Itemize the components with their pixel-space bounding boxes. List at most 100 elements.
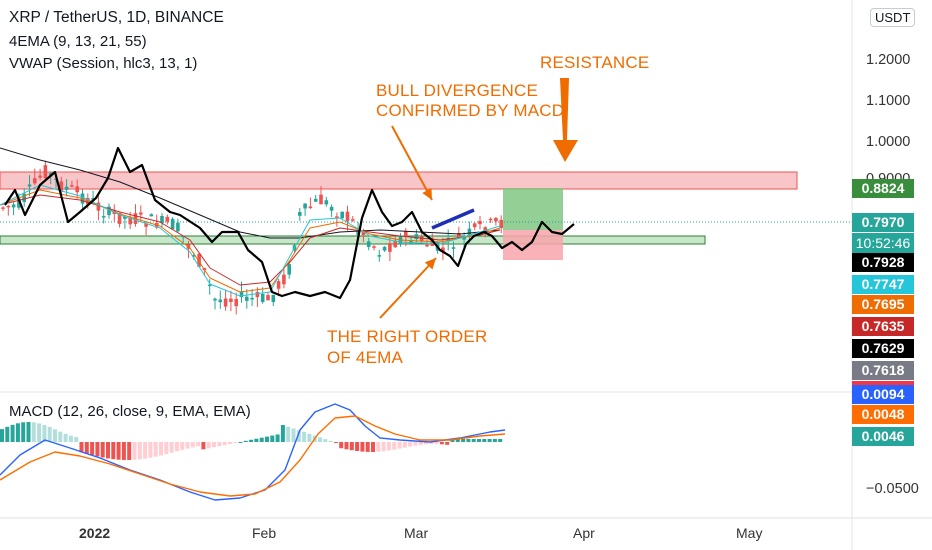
macd-histogram-bar [116,442,121,460]
macd-histogram-bar [318,437,322,442]
price-tag: 0.7970 [852,213,914,232]
stop-loss-box [503,230,563,260]
symbol-title[interactable]: XRP / TetherUS, 1D, BINANCE [9,9,224,26]
candle-body [298,212,302,216]
macd-histogram-bar [265,436,269,442]
candle-body [27,184,32,187]
macd-histogram-bar [386,442,391,451]
macd-histogram-bar [233,442,238,443]
candle-body [260,293,265,303]
price-tag: 0.7928 [852,253,914,272]
macd-histogram-bar [206,442,211,449]
macd-histogram-bar [249,439,254,442]
candle-body [229,298,233,302]
ema-indicator-label[interactable]: 4EMA (9, 13, 21, 55) [9,33,147,50]
price-tag: 0.7695 [852,295,914,314]
candle-body [245,296,249,301]
candle-body [213,298,217,301]
macd-histogram-bar [344,442,349,450]
macd-histogram-bar [482,439,487,442]
macd-histogram-bar [291,428,296,442]
macd-histogram-bar [74,437,79,442]
target-profit-box [503,188,563,230]
time-label-may: May [736,525,763,541]
macd-histogram-bar [450,439,455,442]
bull-divergence-annotation-line2: CONFIRMED BY MACD [376,101,565,120]
candle-body [366,241,371,247]
price-tag: 0.7629 [852,339,914,358]
macd-histogram-bar [53,429,57,442]
macd-histogram-bar [455,439,460,442]
macd-histogram-bar [164,442,169,455]
candle-body [160,215,164,224]
macd-histogram-bar [492,439,497,442]
macd-histogram-bar [408,442,413,447]
candle-body [197,253,201,267]
macd-histogram-bar [296,430,301,442]
macd-histogram-bar [159,442,163,456]
candle-body [91,198,95,200]
macd-histogram-bar [42,425,47,442]
macd-histogram-bar [222,442,227,446]
resistance-arrow [553,78,578,162]
candle-body [372,246,376,248]
macd-histogram-bar [429,442,434,445]
macd-histogram-bar [180,442,185,450]
candle-body [441,247,445,252]
macd-histogram-bar [106,442,110,459]
macd-histogram-bar [217,442,222,447]
macd-histogram-bar [471,439,476,442]
candle-body [467,228,472,236]
macd-histogram-bar [0,429,4,442]
ema9-line [0,184,501,297]
macd-histogram-bar [349,442,354,451]
macd-histogram-bar [79,442,84,453]
candle-body [33,178,37,184]
candle-body [382,246,387,251]
candle-body [282,274,286,285]
macd-histogram-bar [227,442,232,445]
macd-histogram-bar [148,442,153,458]
bar-countdown-timer: 10:52:46 [852,233,914,253]
resistance-annotation: RESISTANCE [540,53,650,72]
candle-body [361,230,366,236]
candle-body [165,216,170,222]
macd-histogram-bar [10,424,15,442]
macd-indicator-label[interactable]: MACD (12, 26, close, 9, EMA, EMA) [9,403,251,420]
price-tag: 0.0046 [852,427,914,446]
bull-divergence-arrow [391,125,433,201]
macd-histogram-bar [376,442,381,452]
macd-histogram-bar [127,442,132,460]
vwap-indicator-label[interactable]: VWAP (Session, hlc3, 13, 1) [9,55,198,72]
price-tag: 0.0048 [852,405,914,424]
macd-histogram-bar [323,439,328,442]
candle-body [96,202,101,211]
candle-body [308,206,313,209]
macd-histogram-bar [402,442,407,448]
candle-body [303,203,307,209]
price-tick-label: 1.2000 [866,52,911,68]
candle-body [345,211,350,222]
macd-histogram-bar [63,433,68,442]
candle-body [218,299,223,303]
time-label-mar: Mar [404,525,429,541]
macd-histogram-bar [365,442,370,452]
macd-histogram-bar [270,435,275,442]
macd-histogram-bar [37,423,42,442]
macd-histogram-bar [143,442,148,459]
price-tick-label: −0.0500 [866,481,919,497]
macd-histogram-bar [190,442,195,448]
currency-button[interactable]: USDT [870,8,916,27]
macd-histogram-bar [275,434,280,442]
candle-body [340,211,344,219]
candle-body [377,255,382,257]
ema-order-arrow-head [424,258,436,270]
candle-body [388,243,392,252]
macd-histogram-bar [90,442,95,456]
ema-order-annotation-line1: THE RIGHT ORDER [327,327,488,346]
macd-histogram-bar [439,442,444,445]
macd-histogram-bar [121,442,126,460]
candle-body [266,295,270,301]
macd-histogram-bar [185,442,190,449]
